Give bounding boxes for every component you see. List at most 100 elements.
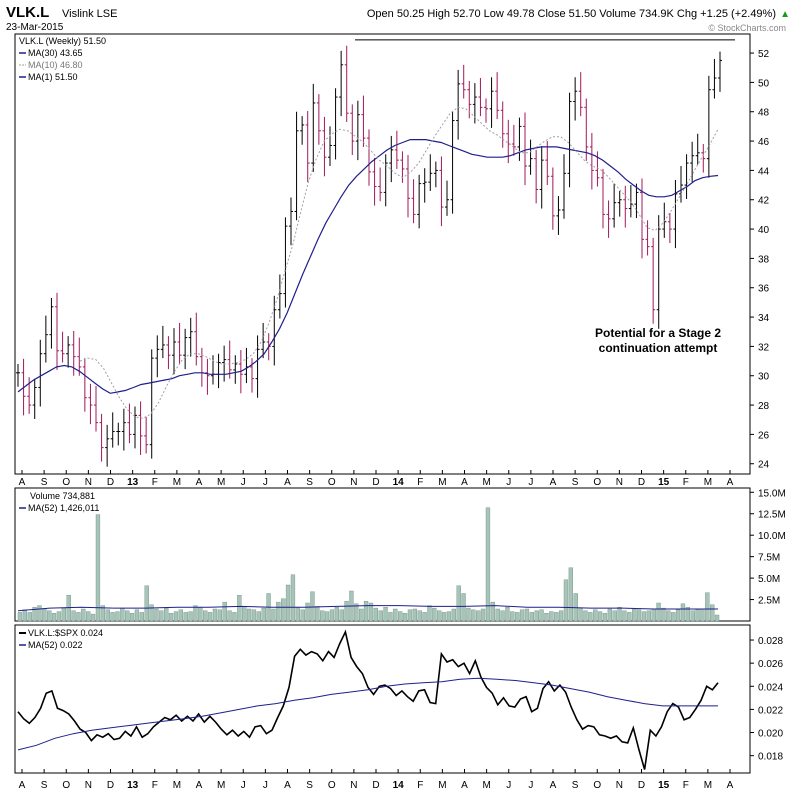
volume-bar bbox=[636, 609, 642, 622]
x-tick-label: F bbox=[152, 477, 158, 488]
volume-bar bbox=[320, 610, 325, 622]
price-bar bbox=[601, 168, 605, 229]
volume-bar bbox=[597, 611, 603, 622]
x-tick-label: A bbox=[550, 780, 557, 791]
volume-bar bbox=[485, 507, 491, 622]
price-bar bbox=[500, 101, 505, 148]
volume-bar bbox=[398, 611, 403, 622]
volume-bar bbox=[129, 613, 135, 622]
volume-bar bbox=[554, 612, 559, 622]
price-bar bbox=[233, 355, 238, 384]
price-bar bbox=[227, 340, 232, 379]
price-bar bbox=[534, 149, 539, 204]
ratio-y-tick-label: 0.024 bbox=[758, 682, 783, 693]
volume-bar bbox=[661, 607, 666, 622]
volume-bar bbox=[441, 612, 447, 622]
volume-bar bbox=[388, 612, 393, 622]
price-bar bbox=[383, 154, 388, 207]
x-tick-label: 13 bbox=[127, 477, 139, 488]
volume-y-tick-label: 15.0M bbox=[758, 488, 786, 499]
volume-bar bbox=[149, 604, 154, 622]
price-bar bbox=[394, 130, 399, 169]
price-bar bbox=[32, 378, 37, 419]
price-bar bbox=[216, 353, 221, 389]
price-bar bbox=[539, 146, 544, 209]
volume-bar bbox=[120, 607, 125, 622]
x-tick-label: J bbox=[263, 780, 268, 791]
price-bar bbox=[517, 117, 522, 161]
price-bar bbox=[589, 133, 594, 190]
x-tick-label: N bbox=[85, 780, 92, 791]
price-bar bbox=[133, 406, 137, 449]
price-bar bbox=[523, 112, 527, 186]
volume-bar bbox=[563, 579, 569, 622]
price-y-tick-label: 36 bbox=[758, 284, 770, 295]
price-bar bbox=[484, 98, 488, 123]
price-bar bbox=[300, 116, 305, 145]
price-bar bbox=[417, 174, 422, 229]
volume-bar bbox=[71, 610, 76, 622]
price-bar bbox=[562, 154, 566, 219]
volume-bar bbox=[188, 611, 193, 622]
x-tick-label: A bbox=[19, 780, 26, 791]
volume-bar bbox=[212, 608, 218, 622]
volume-bar bbox=[446, 611, 452, 622]
price-bar bbox=[172, 328, 176, 375]
price-bar bbox=[422, 168, 427, 203]
x-tick-label: D bbox=[107, 477, 114, 488]
ratio-y-tick-label: 0.020 bbox=[758, 729, 783, 740]
x-tick-label: J bbox=[241, 780, 246, 791]
volume-bar bbox=[700, 608, 705, 622]
volume-bar bbox=[627, 612, 632, 622]
x-tick-label: F bbox=[417, 780, 423, 791]
volume-bar bbox=[558, 610, 564, 622]
volume-bar bbox=[159, 610, 164, 622]
x-tick-label: M bbox=[217, 477, 225, 488]
annotation-line-1: Potential for a Stage 2 bbox=[595, 326, 721, 340]
volume-y-tick-label: 12.5M bbox=[758, 510, 786, 521]
x-tick-label: A bbox=[461, 780, 468, 791]
price-bar bbox=[456, 69, 461, 140]
volume-bar bbox=[437, 610, 442, 622]
price-bar bbox=[556, 196, 561, 235]
price-panel-frame bbox=[14, 33, 751, 475]
price-y-axis: 24 26 28 30 32 34 36 38 40 42 44 46 48 50 52 bbox=[750, 49, 770, 471]
price-bar bbox=[667, 212, 672, 243]
volume-bar bbox=[227, 610, 232, 622]
price-bar bbox=[651, 237, 656, 324]
x-tick-label: J bbox=[528, 477, 533, 488]
volume-bar bbox=[251, 609, 257, 622]
price-bar bbox=[606, 200, 611, 238]
price-bar bbox=[188, 317, 193, 357]
x-tick-label: O bbox=[593, 477, 601, 488]
price-bar bbox=[339, 50, 344, 117]
volume-bar bbox=[710, 604, 715, 622]
x-tick-label: D bbox=[638, 477, 645, 488]
volume-bar bbox=[500, 610, 505, 622]
volume-bar bbox=[22, 609, 27, 622]
price-bar bbox=[205, 358, 210, 395]
volume-bar bbox=[588, 612, 593, 622]
legend-ratio: VLK.L:$SPX 0.024 bbox=[28, 628, 103, 638]
volume-bar bbox=[173, 611, 179, 622]
legend-price-series: VLK.L (Weekly) 51.50 bbox=[19, 36, 106, 46]
price-y-tick-label: 40 bbox=[758, 225, 770, 236]
volume-bar bbox=[651, 608, 656, 622]
x-tick-label: M bbox=[217, 780, 225, 791]
volume-bar bbox=[242, 606, 247, 622]
volume-bar bbox=[451, 608, 456, 622]
volume-bar bbox=[524, 608, 530, 622]
legend-volume: Volume 734,881 bbox=[30, 491, 95, 501]
price-bar bbox=[623, 185, 628, 228]
price-bar bbox=[701, 144, 706, 173]
x-tick-label: O bbox=[328, 477, 336, 488]
x-tick-label: F bbox=[152, 780, 158, 791]
price-bar bbox=[38, 339, 43, 407]
volume-bar bbox=[334, 607, 339, 622]
price-bar bbox=[690, 141, 695, 183]
volume-bar bbox=[315, 606, 320, 622]
volume-bar bbox=[505, 607, 510, 622]
exchange-label: Vislink LSE bbox=[62, 8, 117, 20]
volume-bar bbox=[246, 608, 252, 622]
price-y-tick-label: 34 bbox=[758, 313, 770, 324]
